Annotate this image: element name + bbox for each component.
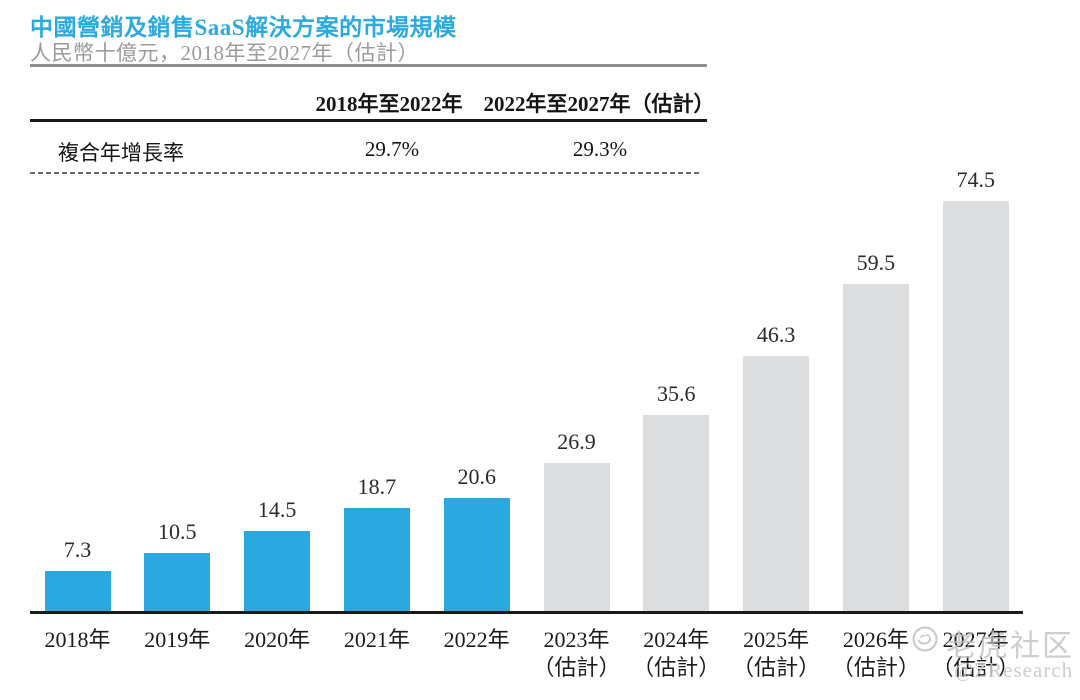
bar — [144, 553, 211, 611]
bar-column: 74.5 — [926, 167, 1026, 611]
bar-value-label: 35.6 — [657, 381, 696, 406]
bar-value-label: 20.6 — [457, 464, 496, 489]
x-axis-label: 2022年 — [443, 627, 510, 652]
bar-value-label: 59.5 — [856, 250, 896, 275]
bar-value-label: 46.3 — [756, 322, 796, 347]
bar-column: 46.3 — [726, 322, 826, 611]
bar-value-label: 26.9 — [557, 429, 596, 454]
bar — [643, 415, 710, 611]
bar — [743, 356, 810, 611]
x-axis-label: 2023年 （估計） — [532, 627, 621, 680]
x-axis-label: 2026年 （估計） — [831, 627, 920, 680]
bar-value-label: 10.5 — [158, 519, 197, 544]
bar — [244, 531, 311, 611]
cagr-value-2018-2022: 29.7% — [364, 137, 420, 161]
bar-value-label: 18.7 — [357, 474, 397, 499]
bar — [443, 498, 510, 611]
bar — [942, 201, 1009, 611]
bar — [44, 571, 111, 611]
bar — [842, 284, 909, 611]
table-header-rule — [30, 119, 707, 122]
bar-column: 20.6 — [427, 464, 527, 611]
header-divider — [30, 64, 707, 67]
bar-column: 26.9 — [527, 429, 627, 611]
x-axis-labels: 2018年 2019年 2020年 2021年 2022年 2023年 （估計） 2024年（… — [30, 626, 1023, 696]
bar-value-label: 14.5 — [257, 497, 297, 522]
bar — [543, 463, 610, 611]
bar-column: 35.6 — [626, 381, 726, 611]
x-axis-label: 2020年 — [244, 627, 311, 652]
cagr-value-2022-2027: 29.3% — [572, 137, 628, 161]
table-bottom-dotted-rule — [30, 172, 702, 174]
bar-column: 10.5 — [127, 519, 227, 611]
table-col-header-2018-2022: 2018年至2022年 — [315, 92, 463, 116]
x-axis-label: 2024年 （估計） — [632, 627, 721, 680]
table-row-label-cagr: 複合年增長率 — [58, 141, 184, 165]
x-axis-label: 2018年 — [44, 627, 111, 652]
table-col-header-2022-2027: 2022年至2027年（估計） — [483, 92, 715, 116]
x-axis-label: 2021年 — [343, 627, 410, 652]
x-axis-label: 2027年 （估計） — [931, 627, 1020, 680]
bar-column: 14.5 — [227, 497, 327, 611]
bar-column: 59.5 — [826, 250, 926, 611]
chart-title: 中國營銷及銷售SaaS解決方案的市場規模 — [30, 15, 457, 40]
bar-column: 7.3 — [28, 537, 128, 611]
bar-column: 18.7 — [327, 474, 427, 611]
bar-value-label: 74.5 — [956, 167, 995, 192]
bar — [343, 508, 410, 611]
bar-chart: 7.3 10.5 14.5 18.7 20.6 26.9 35.6 46.3 59.5 74.5 — [28, 167, 1023, 614]
x-axis-label: 2025年 （估計） — [732, 627, 821, 680]
chart-subtitle: 人民幣十億元，2018年至2027年（估計） — [30, 41, 419, 65]
x-axis-label: 2019年 — [144, 627, 211, 652]
bar-value-label: 7.3 — [63, 537, 92, 562]
